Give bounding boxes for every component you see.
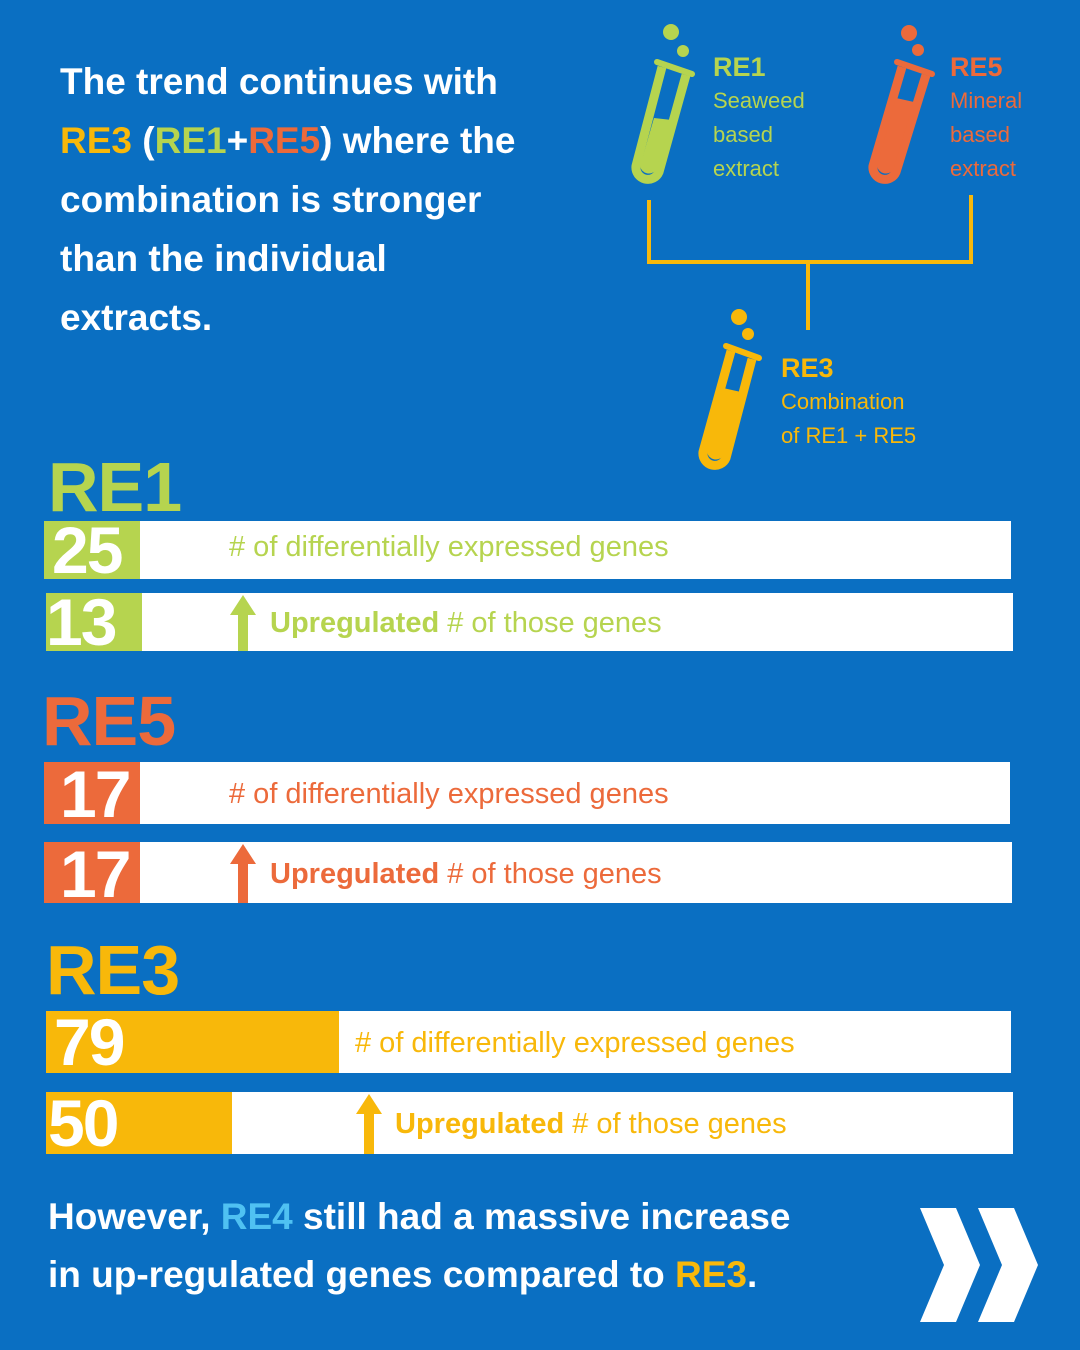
intro-line-1: The trend continues with [60, 61, 498, 102]
re1-up-value: 13 [46, 585, 117, 659]
outro-re4: RE4 [220, 1196, 293, 1237]
re5-label-name: RE5 [950, 52, 1003, 82]
re1-up-label: Upregulated # of those genes [270, 593, 662, 653]
intro-line-2: RE3 (RE1+RE5) where the [60, 111, 620, 170]
re1-total-value: 25 [52, 513, 123, 587]
re5-up-bar [44, 842, 140, 903]
re3-label-name: RE3 [781, 353, 834, 383]
re1-up-row: 13 Upregulated # of those genes [46, 587, 1013, 657]
outro-p3: in up-regulated genes compared to [48, 1254, 676, 1295]
re3-group-title: RE3 [46, 931, 180, 1009]
re1-label-desc3: extract [713, 156, 780, 181]
intro-close: ) where the [320, 120, 516, 161]
re1-test-tube-icon [631, 24, 695, 184]
re5-label: RE5 Mineral based extract [950, 50, 1022, 186]
re3-up-label-rest: # of those genes [564, 1108, 787, 1140]
re1-total-label: # of differentially expressed genes [229, 531, 669, 563]
re5-up-label: Upregulated # of those genes [270, 844, 662, 904]
re1-up-bar [46, 593, 142, 651]
re5-up-label-bold: Upregulated [270, 858, 440, 890]
re3-total-row: 79 # of differentially expressed genes [46, 1007, 1011, 1077]
outro-p1: However, [48, 1196, 221, 1237]
outro-line-1: However, RE4 still had a massive increas… [48, 1188, 908, 1246]
re3-up-value: 50 [48, 1086, 119, 1160]
re5-group-title: RE5 [42, 682, 176, 760]
intro-text: The trend continues with RE3 (RE1+RE5) w… [60, 52, 620, 347]
re1-total-row: 25 # of differentially expressed genes [44, 515, 1011, 585]
re5-total-value: 17 [60, 757, 131, 831]
intro-re3: RE3 [60, 120, 132, 161]
re3-up-label: Upregulated # of those genes [395, 1094, 787, 1154]
re3-label: RE3 Combination of RE1 + RE5 [781, 351, 916, 453]
intro-plus: + [226, 120, 249, 161]
re3-test-tube-icon [698, 309, 762, 470]
re3-up-label-bold: Upregulated [395, 1108, 565, 1140]
re5-total-row: 17 # of differentially expressed genes [44, 759, 1010, 829]
re3-total-value: 79 [54, 1005, 125, 1079]
re5-up-arrow-icon [230, 844, 256, 903]
double-chevron-right-icon[interactable] [916, 1206, 1046, 1324]
re5-up-value: 17 [60, 837, 131, 911]
intro-line-5: extracts. [60, 297, 213, 338]
re3-up-arrow-icon [356, 1094, 382, 1154]
re1-group-title: RE1 [48, 448, 182, 526]
re1-label-name: RE1 [713, 52, 766, 82]
re5-label-desc2: based [950, 122, 1010, 147]
intro-line-3: combination is stronger [60, 179, 482, 220]
re5-up-row: 17 Upregulated # of those genes [44, 839, 1012, 909]
re1-label: RE1 Seaweed based extract [713, 50, 805, 186]
outro-p4: . [747, 1254, 758, 1295]
diagram-connector [647, 195, 973, 330]
outro-re3: RE3 [675, 1254, 748, 1295]
re1-up-label-bold: Upregulated [270, 607, 440, 639]
re3-total-bar [46, 1011, 339, 1073]
re3-label-desc1: Combination [781, 389, 905, 414]
re1-label-desc2: based [713, 122, 773, 147]
intro-line-4: than the individual [60, 238, 387, 279]
intro-re1: RE1 [154, 120, 227, 161]
re5-label-desc3: extract [950, 156, 1017, 181]
re1-up-arrow-icon [230, 595, 256, 651]
re1-label-desc1: Seaweed [713, 88, 805, 113]
outro-line-2: in up-regulated genes compared to RE3. [48, 1246, 908, 1304]
re5-up-label-rest: # of those genes [439, 858, 662, 890]
re5-label-desc1: Mineral [950, 88, 1023, 113]
intro-open-paren: ( [131, 120, 155, 161]
re1-up-label-rest: # of those genes [439, 607, 662, 639]
extract-diagram [631, 24, 973, 470]
re3-up-row: 50 Upregulated # of those genes [46, 1088, 1013, 1158]
re3-up-bar [46, 1092, 232, 1154]
intro-re5: RE5 [248, 120, 321, 161]
re3-label-desc2: of RE1 + RE5 [781, 423, 917, 448]
outro-p2: still had a massive increase [292, 1196, 791, 1237]
outro-text: However, RE4 still had a massive increas… [48, 1188, 908, 1304]
re1-total-bar [44, 521, 140, 579]
re3-total-label: # of differentially expressed genes [355, 1027, 795, 1059]
re5-test-tube-icon [868, 25, 935, 184]
re5-total-label: # of differentially expressed genes [229, 778, 669, 810]
re5-total-bar [44, 762, 140, 824]
